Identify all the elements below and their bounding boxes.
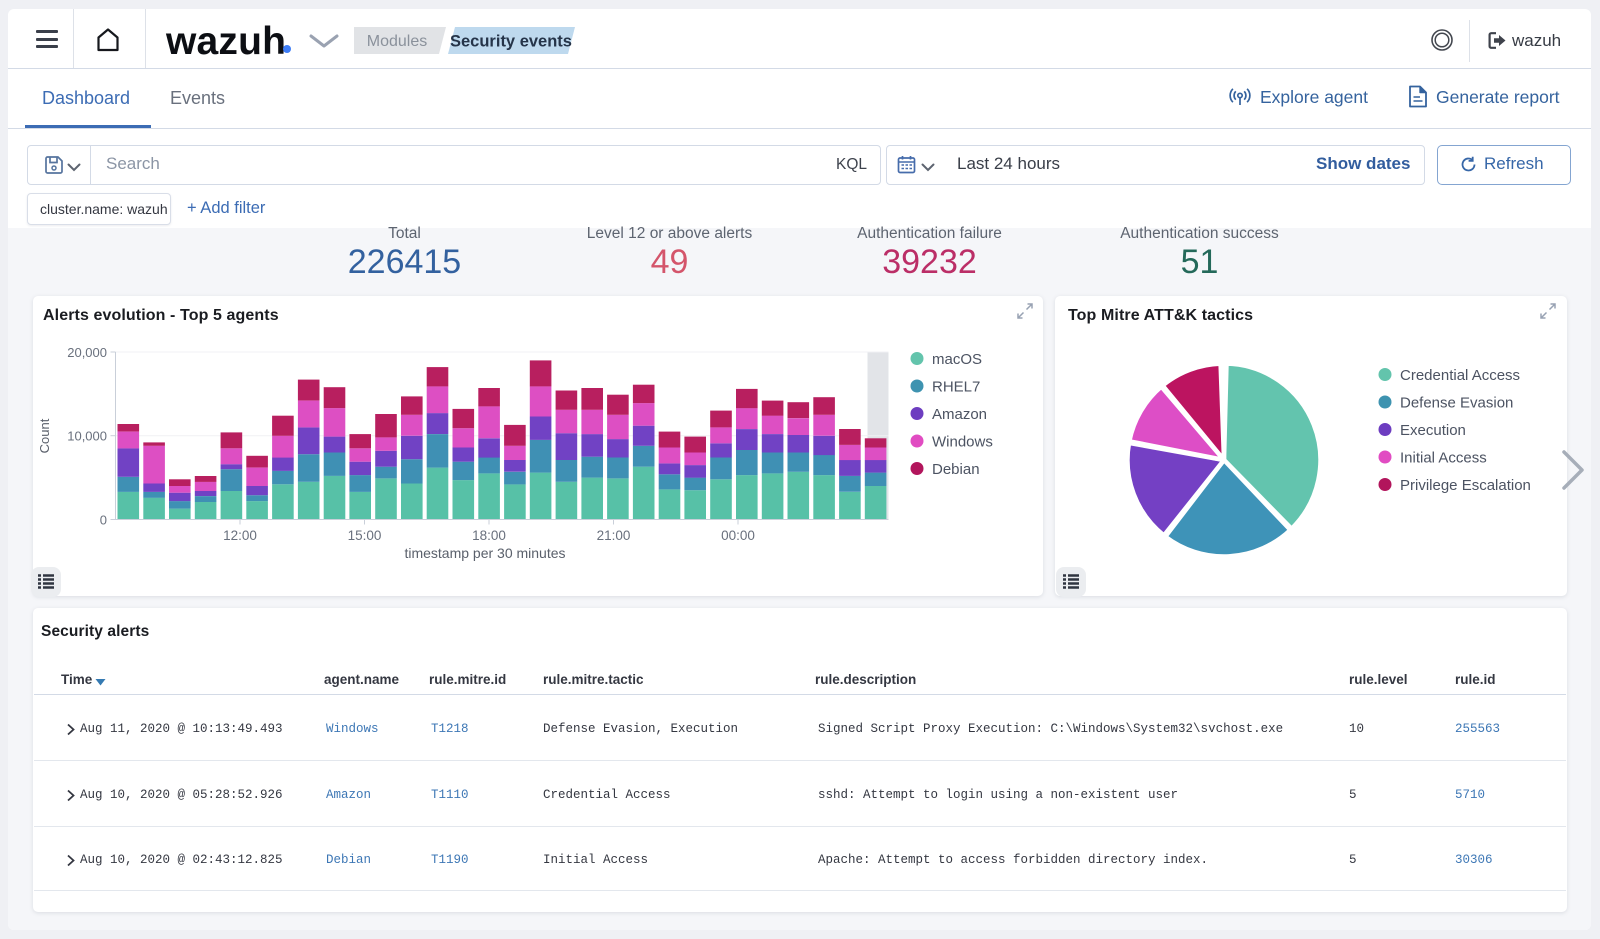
svg-text:15:00: 15:00 xyxy=(348,528,382,543)
svg-text:Count: Count xyxy=(37,418,52,453)
svg-text:12:00: 12:00 xyxy=(223,528,257,543)
svg-text:10,000: 10,000 xyxy=(67,429,107,444)
svg-text:0: 0 xyxy=(100,513,107,528)
svg-text:Modules: Modules xyxy=(367,33,427,50)
svg-text:21:00: 21:00 xyxy=(597,528,631,543)
svg-text:Initial Access: Initial Access xyxy=(1400,450,1487,467)
svg-text:Defense Evasion: Defense Evasion xyxy=(1400,395,1513,412)
svg-text:Debian: Debian xyxy=(932,461,980,478)
svg-text:Amazon: Amazon xyxy=(932,406,987,423)
svg-text:Privilege Escalation: Privilege Escalation xyxy=(1400,477,1531,494)
svg-text:macOS: macOS xyxy=(932,351,982,368)
svg-text:RHEL7: RHEL7 xyxy=(932,379,980,396)
svg-text:Credential Access: Credential Access xyxy=(1400,367,1520,384)
svg-text:20,000: 20,000 xyxy=(67,345,107,360)
svg-text:Security events: Security events xyxy=(450,33,572,51)
svg-text:Windows: Windows xyxy=(932,434,993,451)
svg-text:Execution: Execution xyxy=(1400,422,1466,439)
svg-text:18:00: 18:00 xyxy=(472,528,506,543)
svg-text:00:00: 00:00 xyxy=(721,528,755,543)
svg-text:timestamp per 30 minutes: timestamp per 30 minutes xyxy=(404,545,565,561)
